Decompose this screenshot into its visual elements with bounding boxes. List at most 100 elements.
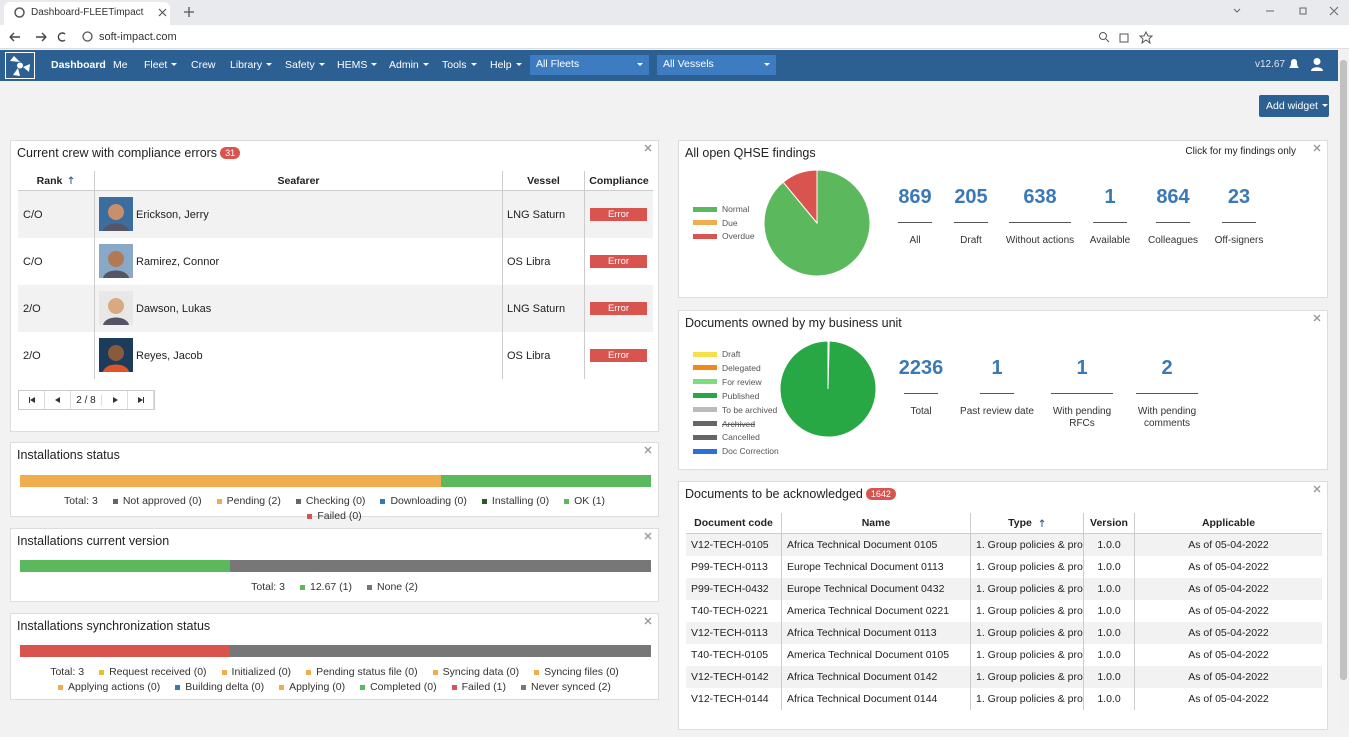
window-controls[interactable] bbox=[1230, 5, 1340, 17]
rank-text: C/O bbox=[23, 208, 43, 221]
avatar-face bbox=[108, 251, 124, 267]
new-tab[interactable] bbox=[183, 6, 195, 18]
browser-tab[interactable] bbox=[4, 2, 170, 25]
installations-status-panel: Installations status Total: 3 Not approved… bbox=[10, 442, 659, 522]
tab-close[interactable] bbox=[158, 8, 167, 17]
nav-item[interactable]: Me bbox=[113, 59, 128, 71]
nav-item[interactable]: Library bbox=[230, 59, 273, 71]
cell-text: As of 05-04-2022 bbox=[1188, 583, 1269, 595]
caret bbox=[266, 63, 273, 66]
stat-rule bbox=[1156, 222, 1190, 223]
legend-swatch bbox=[221, 669, 227, 675]
panel-title: Installations current version bbox=[17, 534, 170, 548]
cell-text: V12-TECH-0144 bbox=[691, 693, 769, 705]
stat: 1 Past review date bbox=[952, 357, 1042, 418]
vessel-select[interactable]: All Vessels bbox=[657, 55, 776, 75]
table-row bbox=[686, 622, 1322, 644]
nav-item[interactable]: Tools bbox=[442, 59, 477, 71]
close-icon[interactable] bbox=[644, 532, 652, 540]
nav-item[interactable]: Safety bbox=[285, 59, 325, 71]
stat: 2236 Total bbox=[876, 357, 966, 418]
legend-swatch bbox=[693, 206, 717, 212]
table-cell: As of 05-04-2022 bbox=[1134, 644, 1322, 666]
pager-button[interactable] bbox=[19, 391, 45, 409]
stat: 2 With pending comments bbox=[1122, 357, 1212, 430]
stat-rule bbox=[1222, 222, 1256, 223]
url[interactable]: soft-impact.com bbox=[99, 31, 177, 43]
column-header[interactable]: Seafarer bbox=[94, 171, 502, 191]
legend-item: Downloading (0) bbox=[380, 495, 467, 507]
cell-text: 1.0.0 bbox=[1097, 583, 1121, 595]
scrollbar[interactable] bbox=[1338, 50, 1349, 730]
table-cell: T40-TECH-0105 bbox=[686, 644, 781, 666]
table-cell: 1. Group policies & pro... bbox=[970, 578, 1083, 600]
nav-item-label: HEMS bbox=[337, 59, 368, 71]
pager-button[interactable] bbox=[45, 391, 71, 409]
column-header[interactable]: Rank bbox=[18, 171, 94, 191]
table-row bbox=[686, 666, 1322, 688]
docs-ack-panel: Documents to be acknowledged 1642 Document… bbox=[678, 481, 1328, 730]
my-findings-link[interactable]: Click for my findings only bbox=[1185, 146, 1296, 157]
legend-label: Syncing files (0) bbox=[544, 666, 619, 678]
legend-item: Cancelled bbox=[693, 432, 760, 442]
close-icon[interactable] bbox=[644, 144, 652, 152]
column-header[interactable]: Type bbox=[970, 513, 1083, 534]
legend-swatch bbox=[306, 669, 312, 675]
nav-item[interactable]: Fleet bbox=[144, 59, 178, 71]
close-icon[interactable] bbox=[644, 446, 652, 454]
nav-item[interactable]: Help bbox=[490, 59, 522, 71]
nav-item[interactable]: HEMS bbox=[337, 59, 378, 71]
pager-button[interactable] bbox=[102, 391, 129, 409]
avatar bbox=[99, 197, 133, 231]
avatar-face bbox=[108, 204, 124, 220]
caret bbox=[318, 63, 325, 66]
nav-item-label: Admin bbox=[389, 59, 419, 71]
stat: 205 Draft bbox=[926, 186, 1016, 247]
add-widget-button[interactable]: Add widget bbox=[1259, 95, 1329, 117]
cell-text: P99-TECH-0113 bbox=[691, 561, 768, 573]
nav-item[interactable]: Admin bbox=[389, 59, 429, 71]
bar-segment bbox=[440, 475, 651, 487]
sort-icon bbox=[68, 176, 74, 184]
column-divider bbox=[94, 238, 95, 285]
logo[interactable] bbox=[5, 52, 35, 79]
nav-item[interactable]: Dashboard bbox=[51, 59, 106, 71]
column-header[interactable]: Document code bbox=[686, 513, 781, 534]
table-cell: V12-TECH-0105 bbox=[686, 534, 781, 556]
user-icons[interactable] bbox=[1287, 57, 1327, 72]
legend-item: Syncing data (0) bbox=[432, 666, 520, 678]
stat-label: Total bbox=[910, 406, 932, 417]
pager-button[interactable] bbox=[128, 391, 155, 409]
address-icons[interactable] bbox=[1098, 30, 1158, 44]
legend-label: Not approved (0) bbox=[122, 495, 202, 507]
legend-swatch bbox=[693, 421, 717, 426]
cell-text: 1.0.0 bbox=[1097, 627, 1121, 639]
column-header[interactable]: Vessel bbox=[502, 171, 584, 191]
legend-label: Initialized (0) bbox=[231, 666, 292, 678]
stat-label: With pending comments bbox=[1137, 406, 1197, 429]
legend-label: Syncing data (0) bbox=[442, 666, 520, 678]
status-bar bbox=[20, 645, 651, 657]
cell-text: 1.0.0 bbox=[1097, 561, 1121, 573]
column-header[interactable]: Version bbox=[1083, 513, 1134, 534]
close-icon[interactable] bbox=[1313, 144, 1321, 152]
legend-swatch bbox=[432, 669, 438, 675]
column-header[interactable]: Name bbox=[781, 513, 970, 534]
nav-buttons[interactable] bbox=[8, 30, 68, 44]
close-icon[interactable] bbox=[644, 617, 652, 625]
close-icon[interactable] bbox=[1313, 314, 1321, 322]
close-icon[interactable] bbox=[1313, 485, 1321, 493]
legend-total: Total: 3 bbox=[63, 495, 98, 507]
column-header[interactable]: Applicable bbox=[1134, 513, 1322, 534]
nav-item[interactable]: Crew bbox=[191, 59, 216, 71]
column-header[interactable]: Compliance bbox=[584, 171, 653, 191]
avatar bbox=[99, 291, 133, 325]
fleet-select[interactable]: All Fleets bbox=[530, 55, 649, 75]
stat-rule bbox=[980, 393, 1014, 394]
legend: Total: 3 12.67 (1) None (2) bbox=[11, 581, 658, 593]
column-divider bbox=[584, 285, 585, 332]
legend-swatch bbox=[360, 684, 366, 690]
caret bbox=[171, 63, 178, 66]
sync-status-panel: Installations synchronization status Tota… bbox=[10, 613, 659, 700]
stat-label: Colleagues bbox=[1147, 235, 1199, 246]
